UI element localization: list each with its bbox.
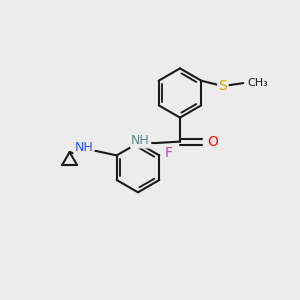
Text: S: S	[218, 79, 227, 93]
Text: F: F	[165, 146, 173, 160]
Text: O: O	[207, 135, 218, 148]
Text: CH₃: CH₃	[248, 78, 268, 88]
Text: NH: NH	[74, 141, 93, 154]
Text: NH: NH	[131, 134, 150, 147]
